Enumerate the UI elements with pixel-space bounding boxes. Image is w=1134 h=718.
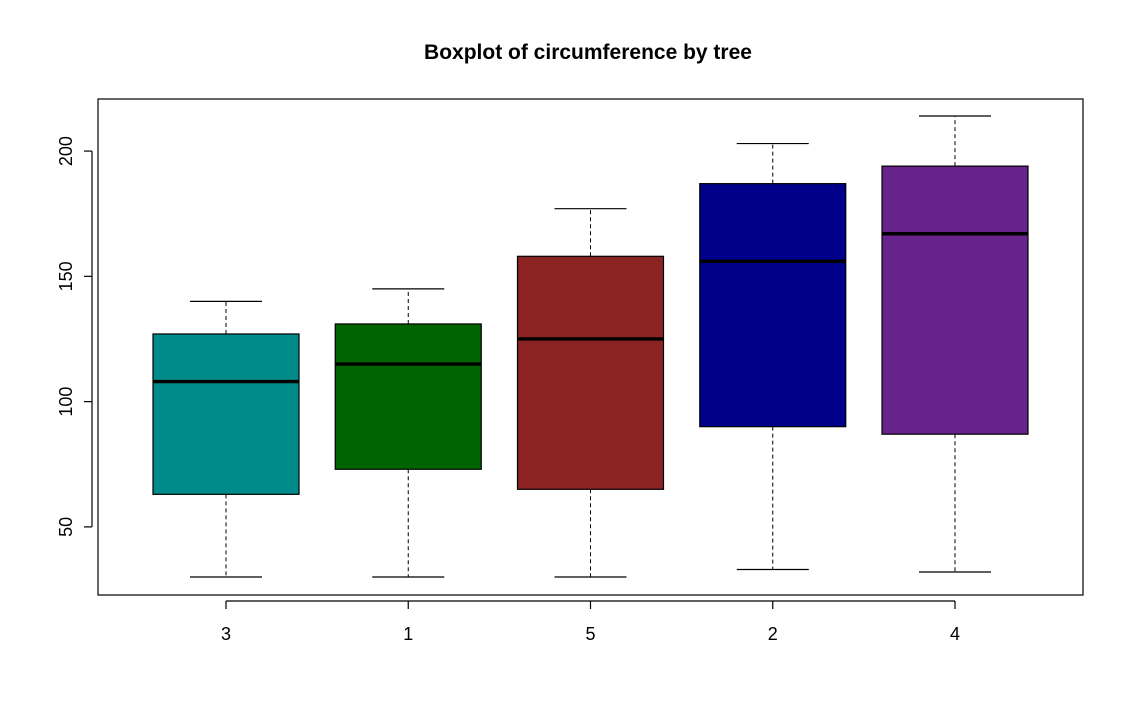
x-tick-label: 2	[768, 624, 778, 644]
box-5	[516, 208, 665, 578]
box-body	[881, 165, 1029, 435]
x-tick-label: 5	[585, 624, 595, 644]
x-tick-label: 3	[221, 624, 231, 644]
chart-title: Boxplot of circumference by tree	[424, 41, 752, 64]
box-body	[699, 183, 847, 428]
box-body	[152, 333, 300, 495]
y-tick-label: 200	[56, 136, 76, 166]
y-axis: 50 100 150 200	[56, 136, 93, 537]
x-axis: 3 1 5 2 4	[221, 600, 960, 644]
box-2	[699, 142, 847, 571]
box-3	[152, 300, 300, 578]
plot-frame	[97, 98, 1084, 596]
box-body	[334, 323, 482, 470]
x-tick-label: 4	[950, 624, 960, 644]
y-tick-label: 100	[56, 387, 76, 417]
box-series	[152, 115, 1029, 578]
y-tick-label: 150	[56, 261, 76, 291]
box-4	[881, 115, 1029, 573]
box-1	[334, 288, 482, 578]
y-tick-label: 50	[56, 517, 76, 537]
x-tick-label: 1	[403, 624, 413, 644]
box-body	[516, 255, 665, 490]
